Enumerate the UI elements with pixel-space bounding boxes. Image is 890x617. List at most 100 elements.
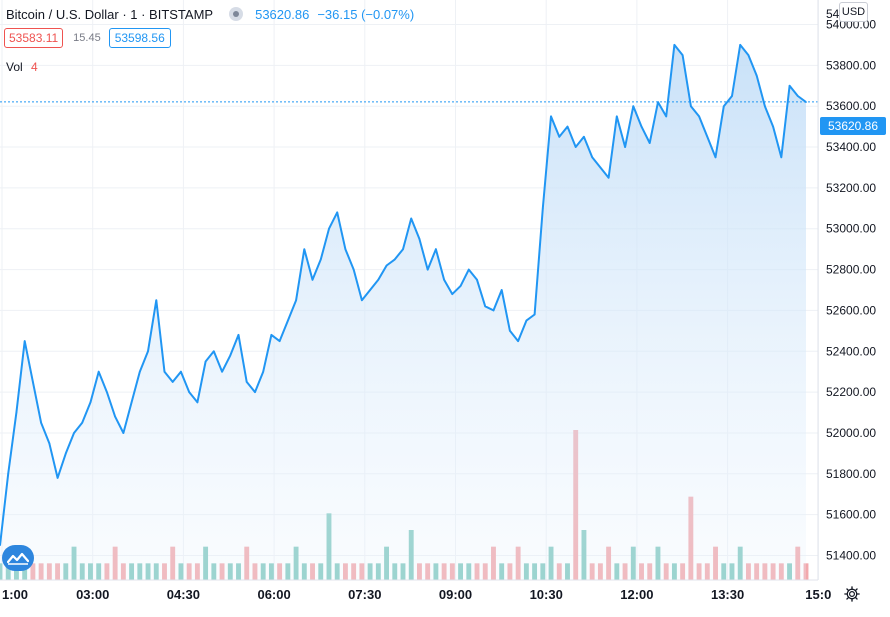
price-point — [254, 391, 256, 393]
price-point — [747, 54, 750, 56]
price-point — [632, 105, 635, 107]
x-tick-label: 15:0 — [805, 587, 831, 602]
price-point — [196, 401, 199, 404]
y-tick-label: 52200.00 — [826, 385, 876, 399]
price-point — [180, 370, 182, 373]
price-point — [385, 264, 388, 267]
price-point — [500, 289, 503, 291]
price-point — [402, 248, 404, 250]
price-point — [616, 115, 618, 118]
price-point — [566, 125, 569, 128]
price-point — [336, 211, 339, 214]
price-point — [640, 125, 643, 128]
price-point — [23, 340, 26, 342]
price-point — [665, 115, 667, 118]
price-point — [295, 299, 297, 302]
price-point — [426, 268, 429, 271]
price-point — [706, 136, 709, 138]
price-point — [698, 115, 700, 118]
price-point — [599, 166, 602, 169]
x-tick-label: 03:00 — [76, 587, 109, 602]
price-point — [7, 473, 10, 475]
price-point — [673, 44, 676, 46]
spread-value: 15.45 — [73, 32, 101, 44]
price-point — [624, 146, 626, 148]
price-point — [476, 278, 478, 281]
price-point — [311, 278, 314, 281]
price-point — [229, 354, 232, 357]
price-point — [410, 217, 413, 220]
x-tick-label: 1:00 — [2, 587, 28, 602]
x-tick-label: 10:30 — [530, 587, 563, 602]
price-point — [525, 319, 528, 322]
price-point — [451, 293, 454, 295]
y-tick-label: 53200.00 — [826, 181, 876, 195]
price-point — [542, 207, 544, 210]
price-point — [262, 370, 264, 373]
price-point — [533, 313, 536, 316]
price-point — [155, 299, 158, 302]
price-point — [492, 309, 495, 312]
tradingview-logo-icon[interactable] — [2, 545, 34, 571]
price-point — [558, 136, 561, 138]
price-point — [484, 305, 487, 308]
price-point — [64, 452, 67, 455]
gear-icon[interactable] — [843, 585, 861, 603]
x-tick-label: 07:30 — [348, 587, 381, 602]
price-point — [147, 350, 149, 353]
price-point — [48, 442, 51, 444]
y-tick-label: 53000.00 — [826, 222, 876, 236]
bid-price[interactable]: 53583.11 — [4, 28, 64, 48]
price-point — [221, 370, 223, 373]
currency-badge[interactable]: USD — [839, 2, 868, 22]
price-point — [97, 370, 100, 373]
price-point — [15, 411, 18, 414]
price-point — [681, 54, 684, 56]
price-point — [287, 319, 289, 322]
price-point — [32, 381, 34, 383]
price-point — [130, 401, 133, 404]
price-point — [509, 330, 511, 332]
x-tick-label: 13:30 — [711, 587, 744, 602]
last-price-tag: 53620.86 — [820, 117, 886, 135]
price-point — [188, 391, 190, 393]
price-point — [435, 248, 437, 250]
price-point — [163, 370, 166, 373]
price-point — [648, 142, 651, 144]
ask-price[interactable]: 53598.56 — [108, 28, 171, 48]
price-point — [303, 248, 306, 250]
price-point — [344, 248, 347, 250]
price-points — [0, 44, 807, 547]
y-tick-label: 52000.00 — [826, 426, 876, 440]
price-change: −36.15 (−0.07%) — [317, 6, 415, 22]
last-price-value: 53620.86 — [255, 6, 310, 22]
y-tick-label: 53400.00 — [826, 140, 876, 154]
price-point — [278, 340, 281, 342]
price-point — [714, 156, 717, 159]
price-point — [0, 544, 1, 547]
x-tick-label: 04:30 — [167, 587, 200, 602]
price-point — [690, 105, 692, 107]
price-point — [755, 74, 758, 77]
price-point — [171, 381, 174, 383]
price-point — [607, 176, 610, 179]
price-axis[interactable]: 51400.00 51600.00 51800.00 52000.00 52200.00… — [826, 7, 876, 562]
y-tick-label: 52600.00 — [826, 303, 876, 317]
price-point — [764, 105, 766, 107]
price-point — [550, 115, 552, 118]
price-point — [517, 340, 519, 342]
price-point — [467, 268, 470, 271]
price-point — [377, 278, 380, 281]
price-area — [0, 44, 806, 580]
price-point — [722, 105, 725, 107]
price-point — [139, 370, 141, 373]
price-point — [40, 421, 42, 424]
y-tick-label: 53800.00 — [826, 58, 876, 72]
time-axis[interactable]: 1:00 03:00 04:30 06:00 07:30 09:00 10:30 12:00 1… — [2, 587, 831, 602]
price-point — [788, 84, 791, 87]
price-point — [352, 268, 355, 271]
price-point — [106, 391, 108, 393]
price-point — [73, 432, 75, 434]
status-dot-icon[interactable] — [229, 7, 244, 21]
